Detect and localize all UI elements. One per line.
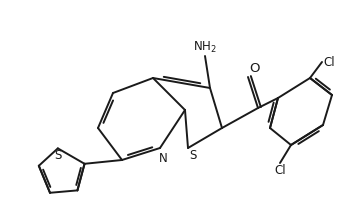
- Text: NH$_2$: NH$_2$: [193, 40, 217, 55]
- Text: S: S: [189, 149, 196, 162]
- Text: Cl: Cl: [274, 164, 286, 177]
- Text: S: S: [54, 149, 61, 162]
- Text: N: N: [159, 152, 167, 165]
- Text: O: O: [249, 62, 259, 75]
- Text: Cl: Cl: [323, 56, 335, 69]
